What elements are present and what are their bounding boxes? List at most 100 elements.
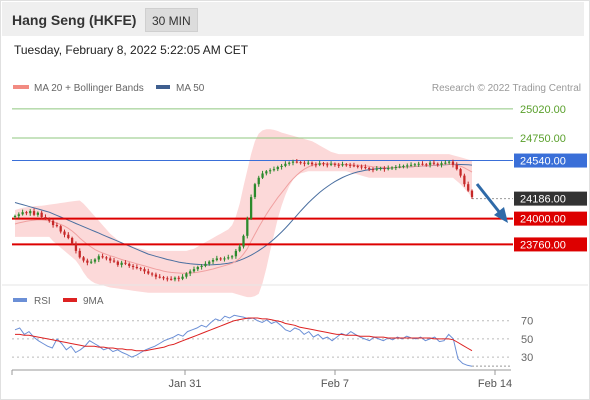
candle-body [13, 215, 17, 218]
candle-body [143, 269, 146, 272]
candle-body [467, 184, 470, 191]
candle-body [124, 262, 127, 264]
candle-body [409, 164, 413, 166]
level-label-bg-2 [514, 153, 587, 168]
candle-body [169, 278, 173, 280]
candle-body [25, 212, 28, 214]
level-label-5: 23760.00 [520, 239, 566, 251]
level-label-2: 24540.00 [520, 156, 566, 168]
price-levels [12, 108, 513, 246]
candle-body [352, 165, 356, 167]
candle-body [341, 164, 344, 166]
candle-body [158, 276, 161, 278]
level-label-bg-5 [514, 237, 587, 252]
candle-body [444, 162, 447, 164]
candle-body [284, 163, 287, 166]
candle-body [428, 162, 432, 165]
candle-body [451, 161, 455, 165]
candle-body [307, 162, 310, 164]
candle-body [230, 256, 234, 258]
rsi-line [14, 314, 473, 367]
candle-body [36, 212, 39, 215]
candle-body [261, 173, 264, 178]
candle-body [101, 256, 104, 258]
candle-body [70, 237, 74, 244]
price-panel: 25020.00 24750.00 24540.00 24186.00 24000.00… [12, 104, 587, 298]
candle-body [387, 168, 390, 170]
candle-body [436, 163, 439, 165]
candle-body [204, 263, 207, 266]
candle-body [48, 218, 51, 221]
candle-body [238, 246, 241, 251]
candle-body [265, 171, 268, 174]
ma50-legend-label: MA 50 [176, 83, 205, 94]
candle-body [345, 164, 348, 166]
candle-body [147, 271, 150, 274]
candle-body [448, 161, 451, 163]
candle-body [390, 167, 394, 169]
candle-body [421, 163, 424, 165]
level-label-bg-4 [514, 211, 587, 226]
candle-body [402, 165, 405, 167]
candle-body [348, 164, 352, 166]
candle-body [51, 220, 55, 226]
candle-body [470, 190, 474, 198]
candle-body [463, 175, 466, 185]
forecast-arrow-head [494, 207, 508, 223]
ma50-legend-swatch [156, 85, 170, 89]
candle-body [177, 277, 180, 279]
candle-body [257, 177, 260, 185]
candle-body [82, 257, 85, 261]
candle-body [32, 211, 36, 215]
candle-body [413, 164, 417, 166]
rsi-tick-labels: 70 50 30 [521, 316, 533, 364]
x-tick-label-0: Jan 31 [168, 378, 201, 390]
candle-body [128, 263, 131, 266]
bollinger-band [15, 129, 472, 298]
candle-body [291, 161, 295, 163]
rsi-ma-legend-label: 9MA [83, 296, 104, 307]
candle-body [314, 164, 318, 166]
candle-body [150, 273, 154, 275]
candle-body [116, 261, 119, 265]
candle-body [78, 250, 81, 258]
candle-body [208, 261, 211, 264]
candle-body [40, 212, 43, 218]
candle-body [227, 257, 230, 259]
candle-body [329, 163, 333, 165]
candle-body [112, 260, 116, 262]
candles [13, 159, 474, 282]
candle-body [17, 214, 20, 216]
candle-body [337, 164, 340, 166]
candle-body [383, 168, 386, 170]
candle-body [90, 261, 93, 263]
candle-body [368, 168, 371, 170]
candle-body [120, 262, 123, 265]
candle-body [93, 259, 97, 262]
rsi-legend-swatch [13, 298, 27, 302]
candle-body [29, 211, 32, 214]
candle-body [105, 257, 108, 259]
forecast-arrow [475, 183, 508, 223]
candle-body [249, 197, 253, 219]
candle-body [86, 260, 89, 263]
candle-body [322, 163, 325, 165]
candle-body [223, 258, 226, 260]
candle-body [394, 166, 397, 168]
credit-text: Research © 2022 Trading Central [432, 83, 581, 94]
candle-body [139, 268, 142, 270]
rsi-tick-70: 70 [521, 316, 533, 328]
rsi-legend: RSI 9MA [13, 296, 104, 307]
candle-body [189, 271, 192, 274]
timeframe-badge[interactable]: 30 MIN [145, 8, 198, 32]
candle-body [154, 274, 158, 277]
candle-body [173, 277, 177, 280]
candle-body [455, 164, 458, 170]
candle-body [185, 273, 188, 277]
candle-body [356, 165, 359, 167]
candle-body [131, 265, 135, 268]
rsi-legend-label: RSI [34, 296, 51, 307]
candle-body [234, 250, 238, 257]
candle-body [375, 168, 378, 170]
